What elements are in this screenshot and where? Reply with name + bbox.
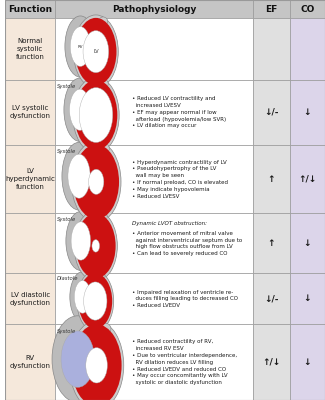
Bar xyxy=(55,18,253,80)
Text: • Anterior movement of mitral valve
  against interventricular septum due to
  h: • Anterior movement of mitral valve agai… xyxy=(132,231,242,256)
Bar xyxy=(6,274,55,324)
Bar xyxy=(6,214,55,274)
Bar xyxy=(253,214,290,274)
Bar xyxy=(290,214,325,274)
Ellipse shape xyxy=(69,321,124,400)
Ellipse shape xyxy=(73,144,119,219)
Ellipse shape xyxy=(99,17,108,26)
Ellipse shape xyxy=(98,272,105,280)
Ellipse shape xyxy=(72,141,121,222)
Ellipse shape xyxy=(99,79,108,89)
Text: Function: Function xyxy=(8,4,52,14)
Bar xyxy=(6,18,55,80)
Bar xyxy=(290,324,325,400)
Text: Diastole: Diastole xyxy=(57,276,78,282)
Text: EF: EF xyxy=(265,4,278,14)
Bar xyxy=(55,214,253,274)
Text: • Reduced LV contractility and
  increased LVESV
• EF may appear normal if low
 : • Reduced LV contractility and increased… xyxy=(132,96,226,128)
Bar xyxy=(55,274,253,324)
Bar xyxy=(253,324,290,400)
Ellipse shape xyxy=(62,142,96,210)
Ellipse shape xyxy=(70,89,90,130)
Text: ↑/↓: ↑/↓ xyxy=(298,174,317,184)
Text: ↓: ↓ xyxy=(304,239,311,248)
Text: Systole: Systole xyxy=(57,84,76,89)
Bar xyxy=(55,324,253,400)
Bar xyxy=(55,144,253,214)
Text: Systole: Systole xyxy=(57,217,76,222)
Text: CO: CO xyxy=(300,4,315,14)
Ellipse shape xyxy=(74,280,91,313)
Text: ↑: ↑ xyxy=(268,174,275,184)
Bar xyxy=(6,144,55,214)
Text: RV
dysfunction: RV dysfunction xyxy=(10,355,51,369)
Text: Systole: Systole xyxy=(57,149,76,154)
Bar xyxy=(253,274,290,324)
Ellipse shape xyxy=(61,331,95,387)
Bar xyxy=(253,18,290,80)
Ellipse shape xyxy=(66,212,96,270)
Text: ↓: ↓ xyxy=(304,358,311,367)
Text: Pathophysiology: Pathophysiology xyxy=(112,4,196,14)
Ellipse shape xyxy=(83,31,109,73)
Ellipse shape xyxy=(78,273,112,329)
Text: • Hyperdynamic contractility of LV
• Pseudohypertrophy of the LV
  wall may be s: • Hyperdynamic contractility of LV • Pse… xyxy=(132,160,228,198)
Bar xyxy=(290,18,325,80)
Ellipse shape xyxy=(74,210,117,281)
Bar xyxy=(6,80,55,144)
Bar xyxy=(55,0,253,18)
Text: Dynamic LVOT obstruction:: Dynamic LVOT obstruction: xyxy=(132,220,207,226)
Text: ↓/-: ↓/- xyxy=(264,108,279,117)
Ellipse shape xyxy=(79,88,113,142)
Bar xyxy=(253,144,290,214)
Text: ↓/-: ↓/- xyxy=(264,294,279,304)
Ellipse shape xyxy=(68,154,90,198)
Bar xyxy=(253,0,290,18)
Bar xyxy=(6,324,55,400)
Ellipse shape xyxy=(89,169,104,194)
Ellipse shape xyxy=(72,324,122,400)
Ellipse shape xyxy=(73,77,119,153)
Ellipse shape xyxy=(65,16,96,77)
Text: ↓: ↓ xyxy=(304,294,311,304)
Text: Systole: Systole xyxy=(57,329,76,334)
Ellipse shape xyxy=(75,18,116,86)
Text: ↓: ↓ xyxy=(304,108,311,117)
Ellipse shape xyxy=(84,282,107,320)
Text: • Impaired relaxation of ventricle re-
  duces filling leading to decreased CO
•: • Impaired relaxation of ventricle re- d… xyxy=(132,290,238,308)
Ellipse shape xyxy=(70,272,95,322)
Bar xyxy=(6,0,55,18)
Bar xyxy=(290,0,325,18)
Text: ↑/↓: ↑/↓ xyxy=(262,358,280,367)
Ellipse shape xyxy=(73,15,118,88)
Ellipse shape xyxy=(98,212,107,221)
Ellipse shape xyxy=(77,271,114,331)
Text: RV: RV xyxy=(78,44,83,48)
Text: • Reduced contractility of RV,
  increased RV ESV
• Due to ventricular interdepe: • Reduced contractility of RV, increased… xyxy=(132,339,237,385)
Bar xyxy=(290,144,325,214)
Ellipse shape xyxy=(70,27,90,66)
Text: LV
hyperdynamic
function: LV hyperdynamic function xyxy=(5,168,55,190)
Text: LV systolic
dysfunction: LV systolic dysfunction xyxy=(10,105,51,119)
Ellipse shape xyxy=(71,222,91,260)
Ellipse shape xyxy=(76,213,116,278)
Ellipse shape xyxy=(75,80,117,150)
Ellipse shape xyxy=(64,78,96,142)
Bar xyxy=(55,80,253,144)
Ellipse shape xyxy=(52,316,103,400)
Ellipse shape xyxy=(86,348,107,383)
Text: LV diastolic
dysfunction: LV diastolic dysfunction xyxy=(10,292,51,306)
Bar xyxy=(253,80,290,144)
Ellipse shape xyxy=(92,240,99,252)
Bar xyxy=(290,80,325,144)
Text: ↑: ↑ xyxy=(268,239,275,248)
Ellipse shape xyxy=(100,323,111,334)
Text: Normal
systolic
function: Normal systolic function xyxy=(16,38,45,60)
Text: LV: LV xyxy=(93,49,99,54)
Ellipse shape xyxy=(99,144,109,154)
Bar xyxy=(290,274,325,324)
